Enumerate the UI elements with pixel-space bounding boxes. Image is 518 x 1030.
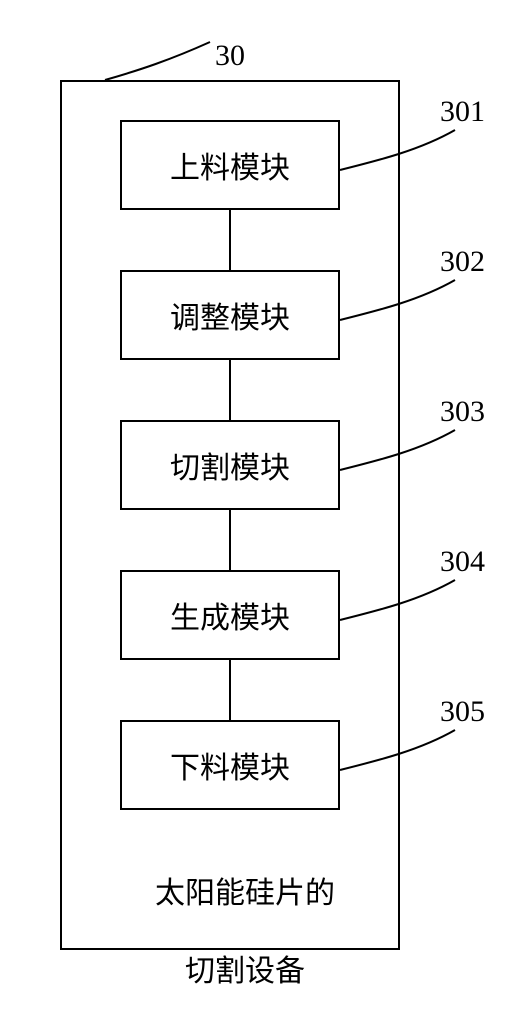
ref-text: 303 xyxy=(440,395,485,428)
module-ref-label: 302 xyxy=(440,245,485,279)
ref-text: 30 xyxy=(215,39,245,72)
diagram-canvas: 上料模块 调整模块 切割模块 生成模块 下料模块 太阳能硅片的 切割设备 30 … xyxy=(0,0,518,1000)
caption-line2: 切割设备 xyxy=(185,955,305,988)
module-box-cutting: 切割模块 xyxy=(120,420,340,510)
ref-text: 301 xyxy=(440,95,485,128)
ref-text: 304 xyxy=(440,545,485,578)
module-box-loading: 上料模块 xyxy=(120,120,340,210)
ref-text: 302 xyxy=(440,245,485,278)
container-box xyxy=(60,80,400,950)
container-ref-label: 30 xyxy=(185,5,245,107)
module-box-unloading: 下料模块 xyxy=(120,720,340,810)
module-box-generate: 生成模块 xyxy=(120,570,340,660)
module-label: 下料模块 xyxy=(170,743,290,787)
module-label: 生成模块 xyxy=(170,593,290,637)
module-ref-label: 304 xyxy=(440,545,485,579)
module-ref-label: 305 xyxy=(440,695,485,729)
module-ref-label: 303 xyxy=(440,395,485,429)
caption-line1: 太阳能硅片的 xyxy=(155,877,335,910)
module-ref-label: 301 xyxy=(440,95,485,129)
module-label: 切割模块 xyxy=(170,443,290,487)
container-caption: 太阳能硅片的 切割设备 xyxy=(60,835,400,1030)
module-box-adjust: 调整模块 xyxy=(120,270,340,360)
module-label: 调整模块 xyxy=(170,293,290,337)
ref-text: 305 xyxy=(440,695,485,728)
module-label: 上料模块 xyxy=(170,143,290,187)
